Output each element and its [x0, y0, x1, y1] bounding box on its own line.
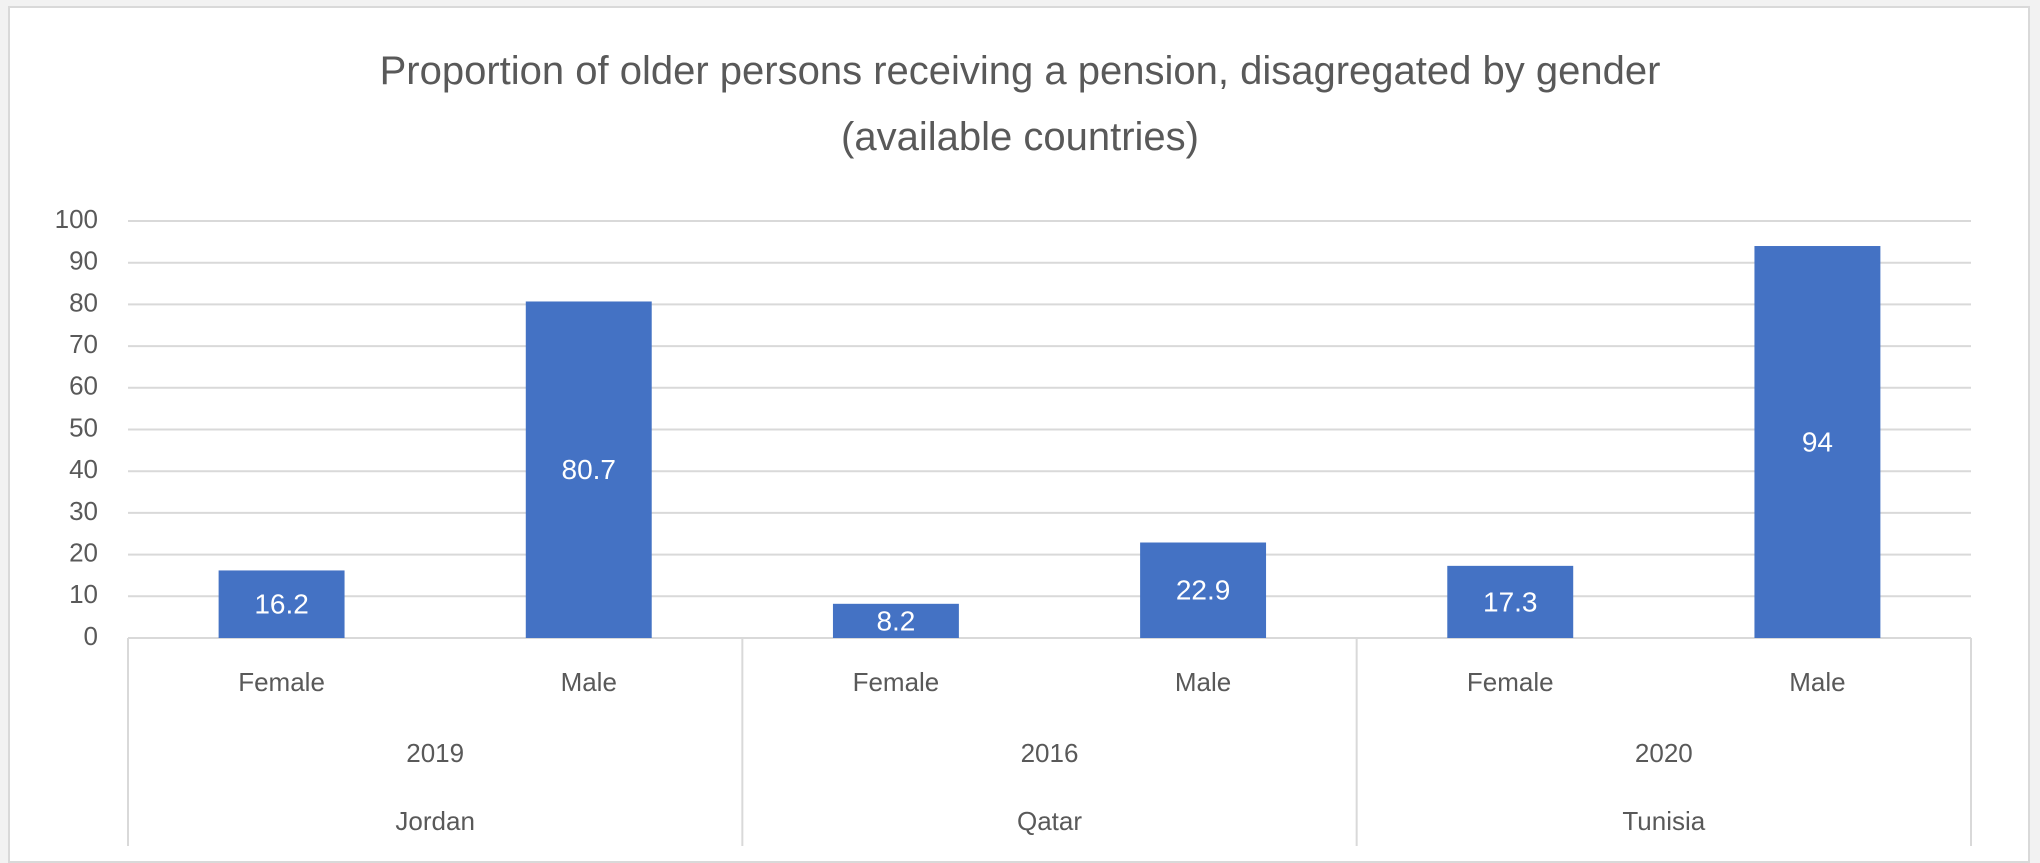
y-tick-label: 100: [55, 204, 98, 234]
y-tick-label: 60: [69, 371, 98, 401]
country-label: Tunisia: [1622, 806, 1705, 836]
x-tick-label: Male: [1175, 667, 1231, 697]
y-tick-label: 40: [69, 454, 98, 484]
x-tick-label: Male: [1789, 667, 1845, 697]
x-tick-label: Male: [561, 667, 617, 697]
y-tick-label: 70: [69, 329, 98, 359]
bar: [1754, 246, 1881, 638]
x-tick-label: Female: [853, 667, 940, 697]
year-label: 2016: [1021, 738, 1079, 768]
chart-frame: [8, 6, 2030, 863]
data-label: 17.3: [1483, 586, 1538, 617]
data-label: 8.2: [876, 605, 915, 636]
country-label: Qatar: [1017, 806, 1082, 836]
year-label: 2019: [406, 738, 464, 768]
y-tick-label: 0: [84, 621, 98, 651]
y-tick-label: 50: [69, 412, 98, 442]
y-tick-label: 20: [69, 537, 98, 567]
y-tick-label: 10: [69, 579, 98, 609]
y-tick-label: 90: [69, 246, 98, 276]
bar: [1140, 542, 1267, 638]
country-label: Jordan: [395, 806, 475, 836]
y-tick-label: 30: [69, 496, 98, 526]
bar: [832, 603, 959, 638]
chart-title: Proportion of older persons receiving a …: [379, 49, 1661, 159]
data-label: 94: [1802, 426, 1833, 457]
bar: [1447, 565, 1574, 638]
bar: [218, 570, 345, 638]
data-label: 80.7: [562, 454, 617, 485]
y-tick-label: 80: [69, 287, 98, 317]
x-tick-label: Female: [1467, 667, 1554, 697]
data-label: 22.9: [1176, 575, 1231, 606]
year-label: 2020: [1635, 738, 1693, 768]
x-tick-label: Female: [238, 667, 325, 697]
data-label: 16.2: [254, 589, 309, 620]
bar: [525, 301, 652, 638]
